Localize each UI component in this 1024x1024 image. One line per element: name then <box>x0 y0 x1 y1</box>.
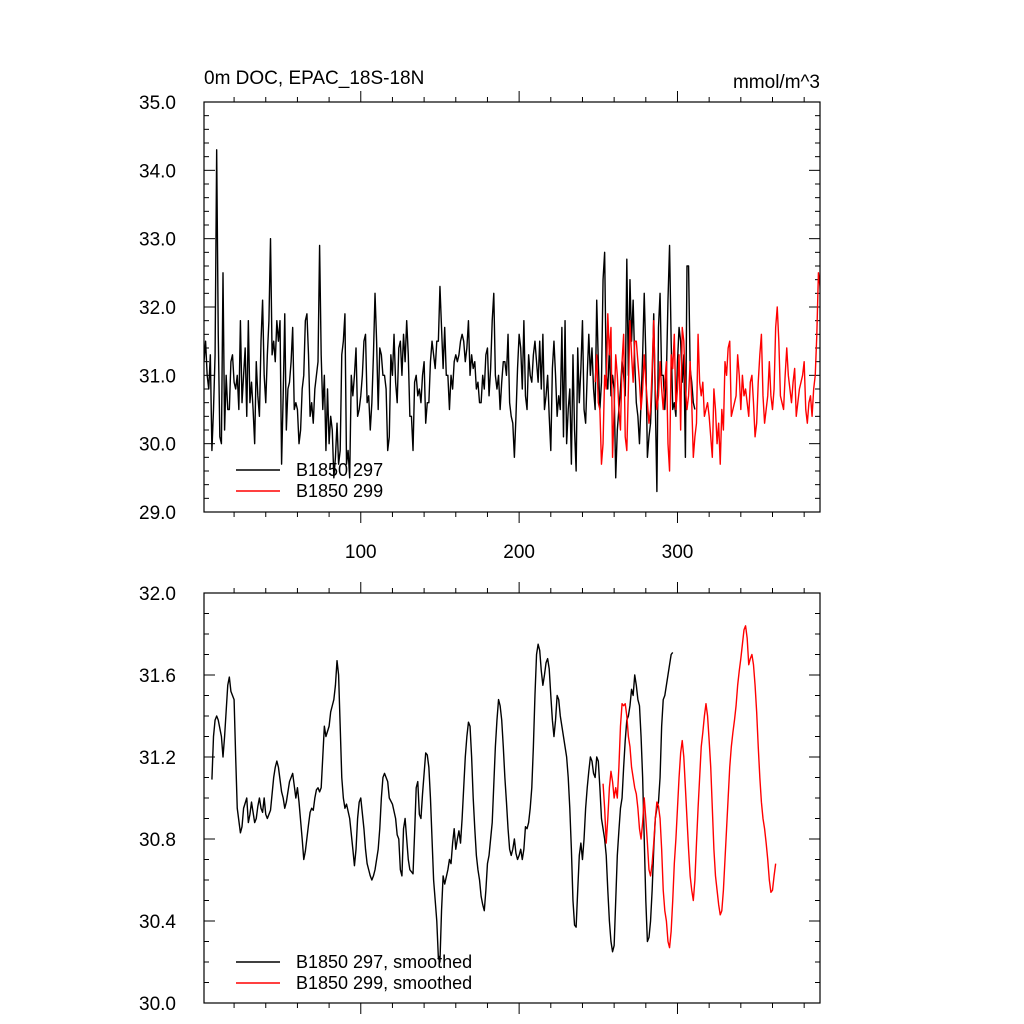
x-tick-label: 300 <box>662 542 694 563</box>
top-axis-ticks <box>204 91 820 523</box>
series-line-b1850-299-smoothed <box>602 625 777 949</box>
series-line-b1850-297 <box>204 149 696 493</box>
legend-label-299-smoothed: B1850 299, smoothed <box>296 973 472 993</box>
y-tick-label: 33.0 <box>139 230 176 251</box>
legend-label-297: B1850 297 <box>296 460 383 480</box>
y-tick-label: 30.8 <box>139 830 176 851</box>
y-tick-label: 31.2 <box>139 748 176 769</box>
y-tick-label: 30.0 <box>139 435 176 456</box>
top-y-tick-labels: 29.0 30.0 31.0 32.0 33.0 34.0 35.0 <box>139 93 176 524</box>
panel-title: 0m DOC, EPAC_18S-18N <box>204 68 424 89</box>
series-line-b1850-299 <box>594 272 820 472</box>
y-tick-label: 32.0 <box>139 584 176 605</box>
top-series-lines <box>204 149 820 493</box>
y-tick-label: 29.0 <box>139 503 176 524</box>
bottom-panel: 30.0 30.4 30.8 31.2 31.6 32.0 B1850 297, smoo… <box>139 582 821 1015</box>
x-tick-label: 200 <box>503 542 535 563</box>
legend-label-299: B1850 299 <box>296 481 383 501</box>
bottom-plot-frame <box>203 592 821 1004</box>
top-legend: B1850 297 B1850 299 <box>236 460 383 501</box>
x-tick-label: 100 <box>345 542 377 563</box>
y-tick-label: 30.4 <box>139 912 176 933</box>
bottom-y-tick-labels: 30.0 30.4 30.8 31.2 31.6 32.0 <box>139 584 176 1015</box>
bottom-legend: B1850 297, smoothed B1850 299, smoothed <box>236 952 472 993</box>
y-tick-label: 32.0 <box>139 298 176 319</box>
y-tick-label: 31.6 <box>139 666 176 687</box>
y-tick-label: 35.0 <box>139 93 176 114</box>
top-panel: 0m DOC, EPAC_18S-18N mmol/m^3 29.0 30.0 31… <box>139 68 821 563</box>
y-tick-label: 34.0 <box>139 161 176 182</box>
y-tick-label: 30.0 <box>139 994 176 1015</box>
bottom-series-lines <box>211 625 777 963</box>
top-x-tick-labels: 100 200 300 <box>345 542 693 563</box>
top-plot-frame <box>203 101 821 513</box>
legend-label-297-smoothed: B1850 297, smoothed <box>296 952 472 972</box>
units-label: mmol/m^3 <box>733 72 820 93</box>
series-line-b1850-297-smoothed <box>211 643 674 963</box>
y-tick-label: 31.0 <box>139 366 176 387</box>
